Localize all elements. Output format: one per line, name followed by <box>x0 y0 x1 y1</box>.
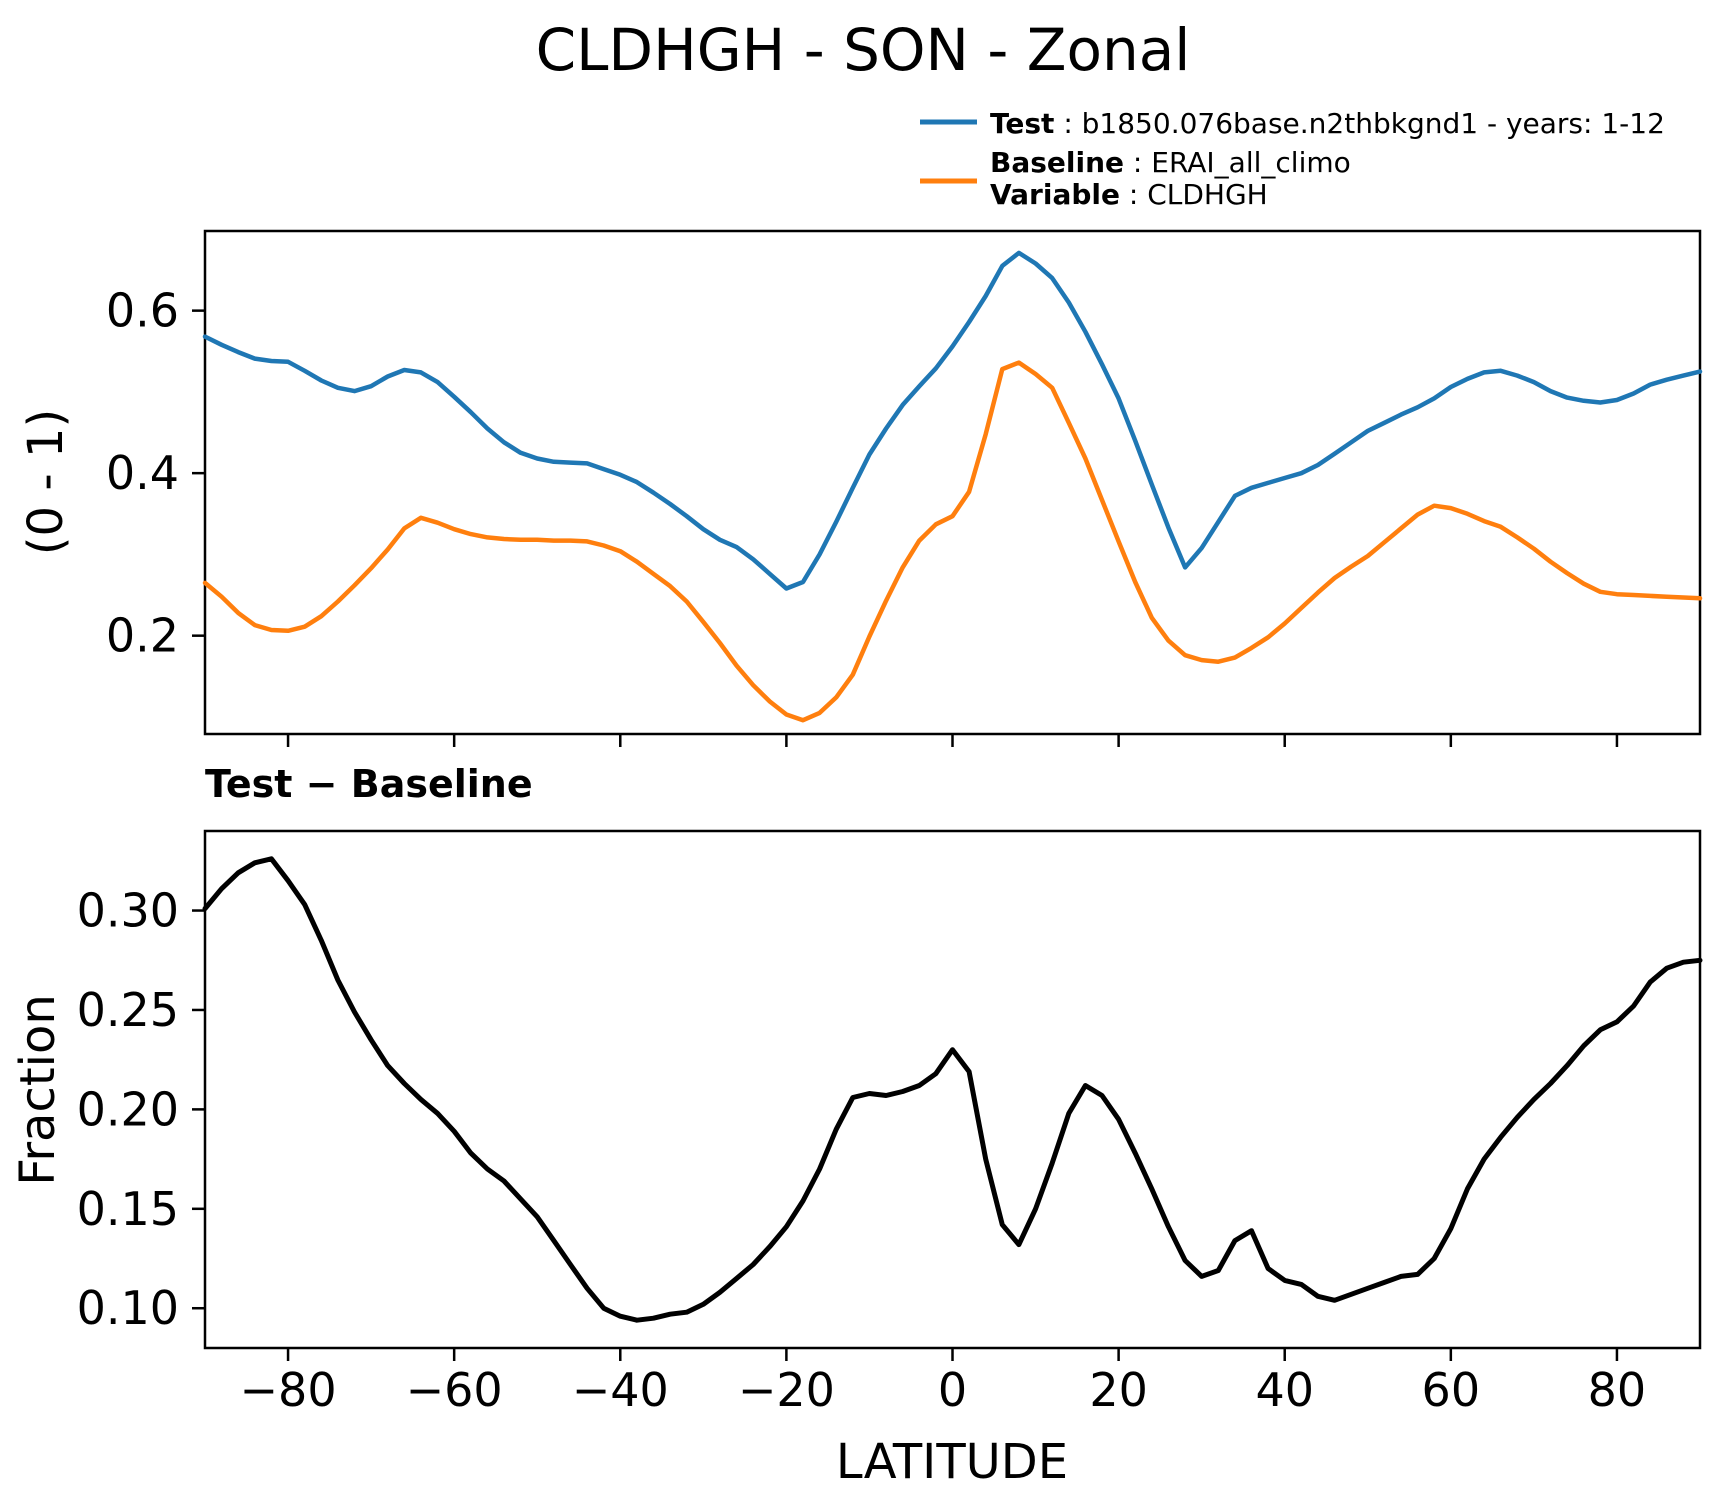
legend-variable-value: : CLDHGH <box>1120 178 1268 211</box>
x-tick-label: 80 <box>1588 1363 1647 1417</box>
bottom-axes: Test − Baseline Fraction LATITUDE −80 −60… <box>10 762 1703 1490</box>
x-tick-label: −60 <box>406 1363 503 1417</box>
series-line-test-baseline <box>202 856 1703 1323</box>
bottom-y-axis-label: Fraction <box>10 994 66 1186</box>
x-tick-label: −20 <box>738 1363 835 1417</box>
legend-test-entry: Test : b1850.076base.n2thbkgnd1 - years:… <box>990 107 1665 140</box>
bottom-axes-frame <box>203 829 1702 1350</box>
top-axes-frame <box>203 229 1702 736</box>
top-axes-series <box>202 250 1703 723</box>
legend-baseline-value: : ERAI_all_climo <box>1124 146 1351 179</box>
y-tick-label: 0.30 <box>77 884 179 938</box>
x-tick-label: 20 <box>1089 1363 1148 1417</box>
legend-variable-label: Variable <box>990 178 1120 211</box>
series-line-test <box>202 250 1703 591</box>
y-tick-label: 0.4 <box>106 446 179 500</box>
y-tick-label: 0.25 <box>77 983 179 1037</box>
bottom-axes-ticks: −80 −60 −40 −20 0 20 40 60 80 0.10 0.15 0.20 0.25 0.3… <box>77 884 1647 1417</box>
y-tick-label: 0.10 <box>77 1281 179 1335</box>
y-tick-label: 0.6 <box>106 284 179 338</box>
legend-baseline-label: Baseline <box>990 146 1124 179</box>
x-tick-label: −40 <box>572 1363 669 1417</box>
legend-test-value: : b1850.076base.n2thbkgnd1 - years: 1-12 <box>1054 107 1664 140</box>
top-axes-ticks: 0.2 0.4 0.6 <box>106 284 1619 747</box>
legend-test-label: Test <box>990 107 1054 140</box>
x-tick-label: 60 <box>1422 1363 1481 1417</box>
series-line-baseline <box>202 360 1703 723</box>
y-tick-label: 0.2 <box>106 609 179 663</box>
x-tick-label: −80 <box>240 1363 337 1417</box>
figure-title: CLDHGH - SON - Zonal <box>536 16 1191 84</box>
top-y-axis-label: (0 - 1) <box>18 409 74 555</box>
y-tick-label: 0.20 <box>77 1082 179 1136</box>
legend-baseline-entry: Baseline : ERAI_all_climo <box>990 146 1351 179</box>
bottom-axes-title: Test − Baseline <box>205 762 533 806</box>
top-axes: (0 - 1) 0.2 0.4 0.6 <box>18 229 1703 747</box>
x-axis-label: LATITUDE <box>836 1434 1068 1490</box>
x-tick-label: 40 <box>1255 1363 1314 1417</box>
legend-variable-entry: Variable : CLDHGH <box>990 178 1268 211</box>
x-tick-label: 0 <box>938 1363 967 1417</box>
legend: Test : b1850.076base.n2thbkgnd1 - years:… <box>920 107 1665 211</box>
y-tick-label: 0.15 <box>77 1182 179 1236</box>
bottom-axes-series <box>202 856 1703 1323</box>
